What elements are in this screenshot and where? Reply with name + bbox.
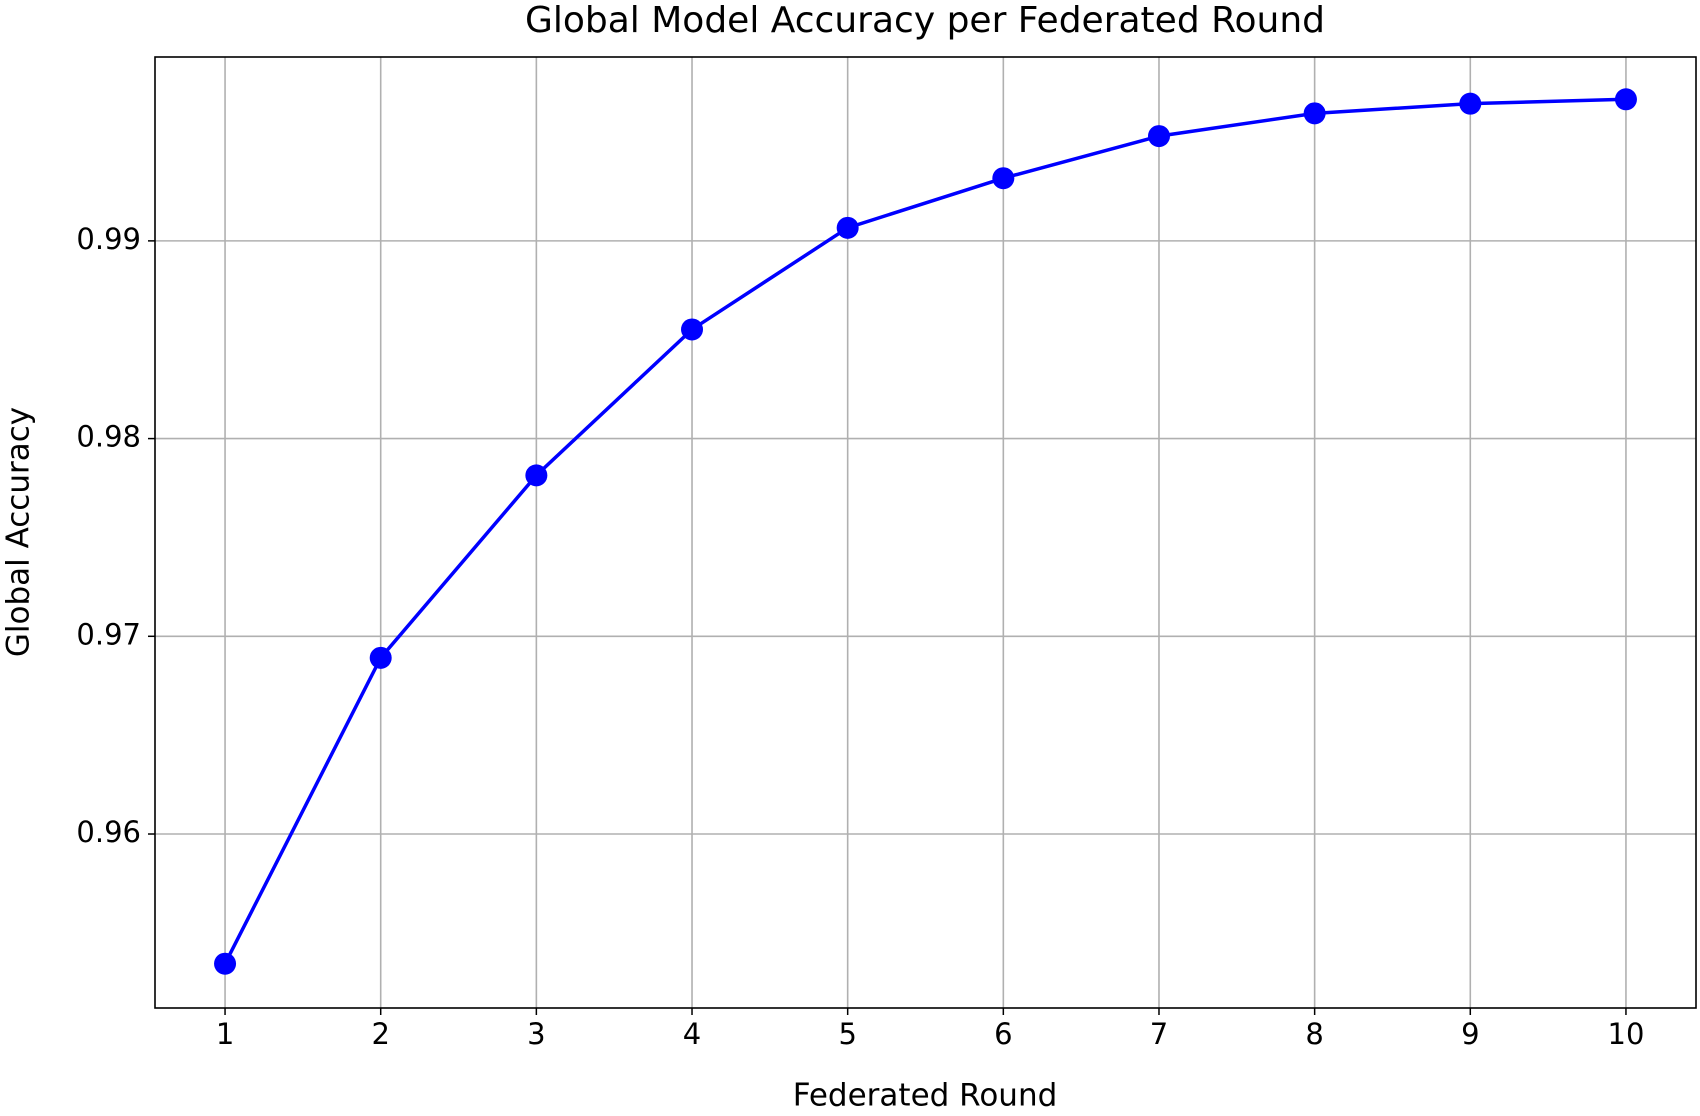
- data-line: [223, 97, 1626, 965]
- data-point: [525, 464, 548, 487]
- x-tick-label: 3: [527, 1017, 545, 1051]
- x-axis-label: Federated Round: [793, 1078, 1058, 1114]
- x-tick-label: 4: [683, 1017, 701, 1051]
- x-tick-label: 8: [1305, 1017, 1323, 1051]
- y-tick-label: 0.96: [76, 815, 141, 849]
- y-tick-label: 0.99: [76, 222, 141, 256]
- data-point: [1459, 92, 1482, 115]
- x-tick-label: 2: [371, 1017, 389, 1051]
- data-point: [1147, 125, 1170, 148]
- y-tick-label: 0.97: [76, 617, 141, 651]
- data-point: [214, 952, 237, 975]
- y-tick-label: 0.98: [76, 420, 141, 454]
- data-point: [369, 646, 392, 669]
- data-point: [1303, 102, 1326, 125]
- x-tick-label: 5: [838, 1017, 856, 1051]
- data-point: [681, 318, 704, 341]
- y-axis-label: Global Accuracy: [1, 407, 37, 657]
- x-tick-label: 1: [216, 1017, 234, 1051]
- plot-frame: [154, 56, 1697, 1009]
- data-point: [836, 216, 859, 239]
- data-point: [1614, 88, 1637, 111]
- x-tick-label: 10: [1608, 1017, 1645, 1051]
- x-tick-label: 9: [1461, 1017, 1479, 1051]
- x-tick-label: 7: [1150, 1017, 1168, 1051]
- x-tick-label: 6: [994, 1017, 1012, 1051]
- data-point: [992, 167, 1015, 190]
- chart-title: Global Model Accuracy per Federated Roun…: [525, 0, 1325, 41]
